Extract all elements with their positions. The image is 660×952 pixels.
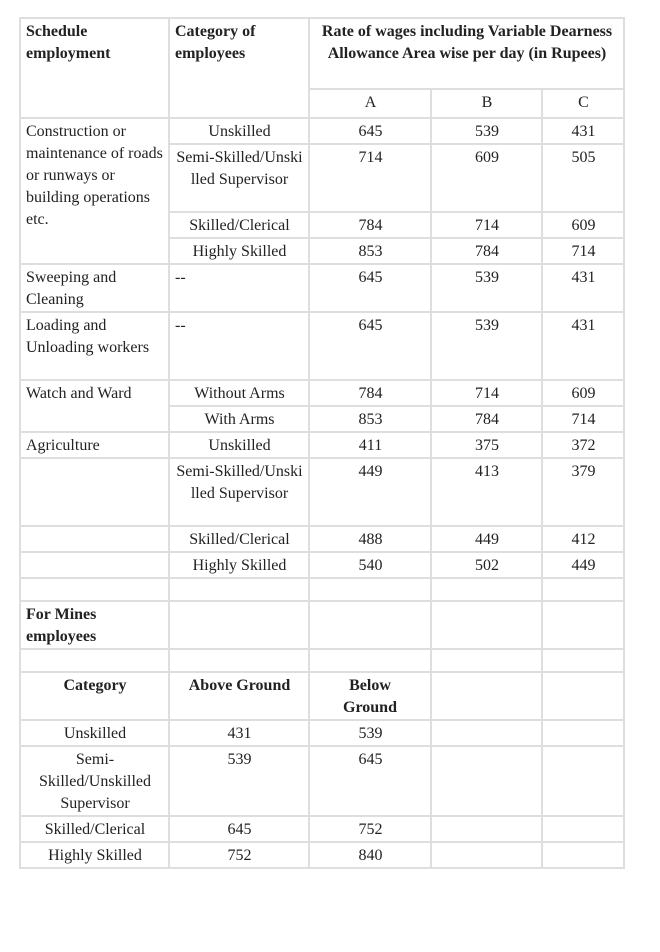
rate-b: 784: [430, 405, 543, 433]
rate-c: 379: [540, 457, 626, 527]
empty-row: [19, 577, 626, 602]
category-cell: Skilled/Clerical: [168, 211, 310, 239]
category-cell: Highly Skilled: [168, 237, 310, 265]
mines-title: For Mines employees: [19, 600, 170, 650]
table-row: Skilled/Clerical 645 752: [19, 815, 626, 843]
rate-a: 645: [308, 263, 432, 313]
mines-category: Highly Skilled: [19, 841, 170, 869]
wages-table: Schedule employment Category of employee…: [19, 17, 626, 869]
watch-label: Watch and Ward: [19, 379, 170, 433]
rate-c: 431: [540, 263, 626, 313]
rate-a: 714: [308, 143, 432, 213]
header-area-a: A: [308, 88, 432, 119]
table-row: Skilled/Clerical 488 449 412: [19, 525, 626, 553]
mines-above: 539: [168, 745, 310, 817]
mines-below: 752: [308, 815, 432, 843]
empty-cell: [19, 525, 170, 553]
rate-c: 505: [540, 143, 626, 213]
rate-c: 431: [540, 311, 626, 381]
category-cell: --: [168, 263, 310, 313]
mines-header-below: Below Ground: [308, 671, 432, 721]
rate-a: 853: [308, 405, 432, 433]
table-row: Semi-Skilled/Unskilled Supervisor 539 64…: [19, 745, 626, 817]
category-cell: With Arms: [168, 405, 310, 433]
sweeping-label: Sweeping and Cleaning: [19, 263, 170, 313]
table-row: Semi-Skilled/Unskilled Supervisor 714 60…: [20, 143, 626, 213]
rate-c: 372: [540, 431, 626, 459]
rate-a: 540: [308, 551, 432, 579]
rate-b: 784: [430, 237, 543, 265]
rate-b: 539: [430, 117, 543, 145]
category-cell: Without Arms: [168, 379, 310, 407]
category-cell: Semi-Skilled/Unskilled Supervisor: [168, 457, 310, 527]
category-cell: Semi-Skilled/Unskilled Supervisor: [168, 143, 310, 213]
rate-a: 784: [308, 379, 432, 407]
category-cell: Unskilled: [168, 117, 310, 145]
mines-below: 645: [308, 745, 432, 817]
category-cell: Highly Skilled: [168, 551, 310, 579]
table-row: With Arms 853 784 714: [20, 405, 626, 433]
rate-b: 714: [430, 211, 543, 239]
table-row: Highly Skilled 540 502 449: [19, 551, 626, 579]
rate-b: 375: [430, 431, 543, 459]
table-row: Highly Skilled 752 840: [19, 841, 626, 869]
table-row: For Mines employees: [19, 600, 626, 650]
rate-c: 431: [540, 117, 626, 145]
rate-a: 784: [308, 211, 432, 239]
table-row: Semi-Skilled/Unskilled Supervisor 449 41…: [19, 457, 626, 527]
empty-cell: [19, 551, 170, 579]
mines-category: Skilled/Clerical: [19, 815, 170, 843]
category-cell: --: [168, 311, 310, 381]
mines-below: 539: [308, 719, 432, 747]
rate-a: 449: [308, 457, 432, 527]
rate-a: 411: [308, 431, 432, 459]
rate-c: 609: [540, 211, 626, 239]
rate-b: 609: [430, 143, 543, 213]
header-area-b: B: [430, 88, 543, 119]
rate-c: 714: [540, 237, 626, 265]
header-area-c: C: [540, 88, 626, 119]
rate-c: 609: [540, 379, 626, 407]
rate-a: 488: [308, 525, 432, 553]
mines-above: 752: [168, 841, 310, 869]
rate-a: 853: [308, 237, 432, 265]
rate-c: 714: [540, 405, 626, 433]
mines-above: 431: [168, 719, 310, 747]
empty-row: [19, 648, 626, 673]
mines-below: 840: [308, 841, 432, 869]
rate-b: 539: [430, 311, 543, 381]
agriculture-label: Agriculture: [19, 431, 170, 459]
table-row: Watch and Ward Without Arms 784 714 609: [19, 379, 626, 433]
mines-header-category: Category: [19, 671, 170, 721]
table-row: Construction or maintenance of roads or …: [19, 117, 626, 265]
table-row: Sweeping and Cleaning -- 645 539 431: [19, 263, 626, 313]
header-schedule-employment: Schedule employment: [19, 17, 170, 119]
table-row: Agriculture Unskilled 411 375 372: [19, 431, 626, 459]
table-row: Unskilled 431 539: [19, 719, 626, 747]
table-row: Loading and Unloading workers -- 645 539…: [19, 311, 626, 381]
category-cell: Skilled/Clerical: [168, 525, 310, 553]
mines-category: Unskilled: [19, 719, 170, 747]
rate-b: 714: [430, 379, 543, 407]
mines-header-above: Above Ground: [168, 671, 310, 721]
table-row: Skilled/Clerical 784 714 609: [20, 211, 626, 239]
rate-c: 449: [540, 551, 626, 579]
mines-above: 645: [168, 815, 310, 843]
rate-b: 413: [430, 457, 543, 527]
loading-label: Loading and Unloading workers: [19, 311, 170, 381]
rate-b: 449: [430, 525, 543, 553]
rate-c: 412: [540, 525, 626, 553]
rate-a: 645: [308, 117, 432, 145]
rate-b: 539: [430, 263, 543, 313]
rate-b: 502: [430, 551, 543, 579]
empty-cell: [19, 457, 170, 527]
construction-label: Construction or maintenance of roads or …: [19, 117, 170, 265]
category-cell: Unskilled: [168, 431, 310, 459]
mines-category: Semi-Skilled/Unskilled Supervisor: [19, 745, 170, 817]
header-category: Category of employees: [168, 17, 310, 119]
header-rate-title: Rate of wages including Variable Dearnes…: [307, 17, 626, 90]
mines-header-row: Category Above Ground Below Ground: [19, 671, 626, 721]
table-row: Highly Skilled 853 784 714: [20, 237, 626, 265]
rate-a: 645: [308, 311, 432, 381]
